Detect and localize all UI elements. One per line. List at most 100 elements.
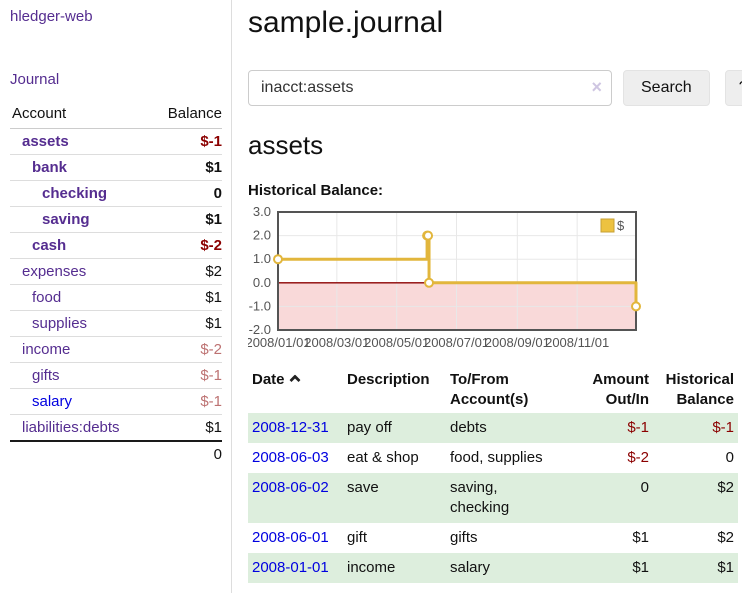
transaction-date-link[interactable]: 2008-12-31 <box>252 419 329 436</box>
chart-ytick-label: 1.0 <box>253 251 271 266</box>
account-row: salary $-1 <box>10 388 222 415</box>
chevron-up-icon <box>288 374 301 386</box>
account-cell: gifts <box>10 363 150 389</box>
account-link[interactable]: gifts <box>32 367 60 384</box>
register-row: 2008-06-01 gift gifts $1 $2 <box>248 523 738 553</box>
transaction-amount: 0 <box>640 479 649 496</box>
transaction-amount: $-2 <box>627 449 649 466</box>
search-input[interactable] <box>248 70 612 106</box>
chart-point <box>423 230 434 241</box>
register-header-amount: Amount Out/In <box>592 371 649 408</box>
chart-ytick-label: 0.0 <box>253 275 271 290</box>
account-row: gifts $-1 <box>10 362 222 389</box>
account-row: cash $-2 <box>10 232 222 259</box>
account-cell: food <box>10 285 150 311</box>
account-row: checking 0 <box>10 180 222 207</box>
page-title: sample.journal <box>248 6 444 39</box>
account-balance: $-1 <box>200 133 222 150</box>
transaction-accounts: salary <box>450 559 491 576</box>
register-table: Date Description To/From Account(s) Amou… <box>248 367 738 583</box>
chart-ytick-label: -2.0 <box>249 322 271 337</box>
account-cell: cash <box>10 233 150 259</box>
transaction-date: 2008-06-01 <box>248 523 343 553</box>
account-link[interactable]: cash <box>32 237 67 254</box>
transaction-accounts: debts <box>450 419 487 436</box>
transaction-accounts: saving, checking <box>450 479 510 516</box>
transaction-historical-balance: $-1 <box>712 419 734 436</box>
account-link[interactable]: salary <box>32 393 73 410</box>
account-link[interactable]: checking <box>42 185 108 202</box>
account-link[interactable]: food <box>32 289 62 306</box>
transaction-description: eat & shop <box>347 449 419 466</box>
transaction-description: pay off <box>347 419 392 436</box>
transaction-accounts: food, supplies <box>450 449 543 466</box>
chart-point <box>424 277 435 288</box>
register-header-historical: Historical Balance <box>665 371 734 408</box>
historical-balance-chart: $3.0 2.0 1.0 0.0 -1.0 -2.0 2008/01/01 2008/03/0… <box>245 204 742 353</box>
transaction-description: gift <box>347 529 368 546</box>
chart-xtick-label: 2008/11/01 <box>545 335 609 350</box>
chart-xtick-label: 2008/01/01 <box>248 335 311 350</box>
transaction-amount: $1 <box>632 559 649 576</box>
account-link[interactable]: expenses <box>22 263 87 280</box>
main-content: sample.journal × Search ? assets Histori… <box>232 0 742 593</box>
account-link[interactable]: supplies <box>32 315 88 332</box>
account-row: income $-2 <box>10 336 222 363</box>
account-link[interactable]: assets <box>22 133 69 150</box>
transaction-date: 2008-01-01 <box>248 553 343 583</box>
register-header-date[interactable]: Date <box>248 367 343 413</box>
chart-point <box>273 254 283 265</box>
brand-link[interactable]: hledger-web <box>10 8 93 25</box>
register-header-description: Description <box>347 371 430 388</box>
search-button[interactable]: Search <box>623 70 710 106</box>
chart-xtick-label: 2008/03/01 <box>304 335 369 350</box>
account-cell: assets <box>10 129 150 155</box>
transaction-description: income <box>347 559 396 576</box>
accounts-total-spacer <box>10 441 150 467</box>
transaction-date-link[interactable]: 2008-06-03 <box>252 449 329 466</box>
sidebar-item-journal[interactable]: Journal <box>10 71 60 88</box>
account-row: food $1 <box>10 284 222 311</box>
transaction-date-link[interactable]: 2008-06-01 <box>252 529 329 546</box>
transaction-historical-balance: $1 <box>717 559 734 576</box>
account-link[interactable]: liabilities:debts <box>22 419 120 436</box>
transaction-date: 2008-06-03 <box>248 443 343 473</box>
register-header-tofrom: To/From Account(s) <box>450 371 529 408</box>
account-balance: $1 <box>205 419 222 436</box>
account-row: assets $-1 <box>10 129 222 155</box>
chart-xtick-label: 2008/05/01 <box>364 335 429 350</box>
register-row: 2008-12-31 pay off debts $-1 $-1 <box>248 413 738 443</box>
account-link[interactable]: bank <box>32 159 68 176</box>
account-cell: liabilities:debts <box>10 415 150 442</box>
account-balance: $2 <box>205 263 222 280</box>
chart-legend: $ <box>598 216 632 235</box>
transaction-historical-balance: 0 <box>725 449 734 466</box>
transaction-historical-balance: $2 <box>717 479 734 496</box>
transaction-date: 2008-12-31 <box>248 413 343 443</box>
account-balance: $-1 <box>200 367 222 384</box>
accounts-total-row: 0 <box>10 441 222 467</box>
accounts-table: Account Balance assets $-1 bank $1 checking 0… <box>10 100 222 467</box>
account-balance: $-2 <box>200 237 222 254</box>
account-cell: income <box>10 337 150 363</box>
chart-heading: Historical Balance: <box>248 182 384 199</box>
account-row: liabilities:debts $1 <box>10 414 222 442</box>
account-cell: checking <box>10 181 150 207</box>
transaction-historical-balance: $2 <box>717 529 734 546</box>
account-cell: supplies <box>10 311 150 337</box>
chart-xtick-label: 2008/07/01 <box>424 335 489 350</box>
account-row: supplies $1 <box>10 310 222 337</box>
account-link[interactable]: saving <box>42 211 90 228</box>
account-balance: $1 <box>205 211 222 228</box>
clear-search-icon[interactable]: × <box>591 77 602 97</box>
transaction-amount: $1 <box>632 529 649 546</box>
chart-ytick-label: -1.0 <box>249 298 271 313</box>
register-row: 2008-06-03 eat & shop food, supplies $-2 0 <box>248 443 738 473</box>
account-cell: saving <box>10 207 150 233</box>
help-button[interactable]: ? <box>724 70 742 106</box>
account-balance: $-1 <box>200 393 222 410</box>
transaction-date-link[interactable]: 2008-01-01 <box>252 559 329 576</box>
transaction-date-link[interactable]: 2008-06-02 <box>252 479 329 496</box>
account-link[interactable]: income <box>22 341 71 358</box>
